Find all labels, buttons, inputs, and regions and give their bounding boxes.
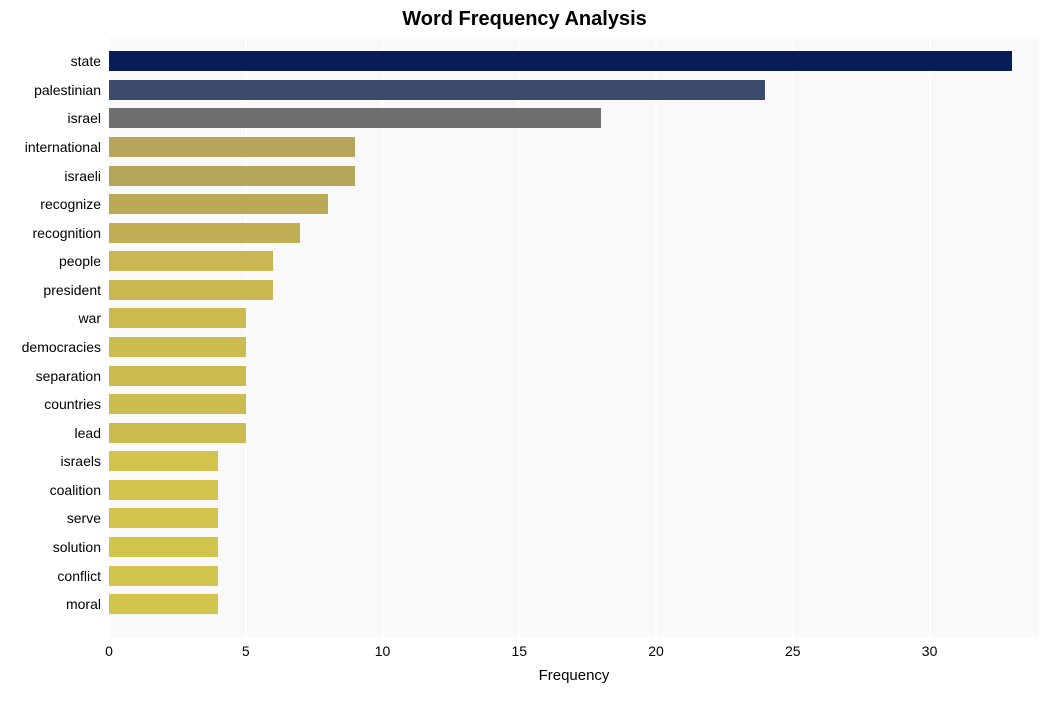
y-tick-label: conflict [57,568,109,584]
bar [109,166,355,186]
grid-line [792,37,794,637]
y-tick-label: democracies [22,339,109,355]
chart-title: Word Frequency Analysis [0,8,1049,31]
bar [109,508,218,528]
word-frequency-chart: Word Frequency Analysis 051015202530stat… [0,0,1049,701]
bar [109,366,246,386]
bar [109,480,218,500]
y-tick-label: israel [68,110,109,126]
bar [109,51,1012,71]
y-tick-label: israels [61,453,109,469]
y-tick-label: international [25,139,109,155]
grid-line [929,37,931,637]
bar [109,194,328,214]
x-tick-label: 30 [922,637,938,659]
bar [109,251,273,271]
bar [109,394,246,414]
y-tick-label: recognition [33,225,110,241]
grid-line [655,37,657,637]
bar [109,337,246,357]
y-tick-label: president [43,282,109,298]
x-tick-label: 0 [105,637,113,659]
y-tick-label: coalition [50,482,109,498]
y-tick-label: countries [44,396,109,412]
y-tick-label: state [71,53,109,69]
x-tick-label: 5 [242,637,250,659]
y-tick-label: separation [36,368,109,384]
bar [109,423,246,443]
bar [109,223,300,243]
y-tick-label: people [59,253,109,269]
bar [109,280,273,300]
x-axis-label: Frequency [539,667,610,684]
x-tick-label: 20 [648,637,664,659]
x-tick-label: 10 [375,637,391,659]
y-tick-label: israeli [64,168,109,184]
y-tick-label: war [78,310,109,326]
x-tick-label: 25 [785,637,801,659]
y-tick-label: lead [75,425,109,441]
bar [109,537,218,557]
bar [109,308,246,328]
bar [109,451,218,471]
bar [109,137,355,157]
y-tick-label: serve [67,510,109,526]
bar [109,80,765,100]
plot-area: 051015202530statepalestinianisraelintern… [109,37,1039,637]
y-tick-label: palestinian [34,82,109,98]
bar [109,108,601,128]
bar [109,594,218,614]
y-tick-label: solution [53,539,109,555]
y-tick-label: recognize [40,196,109,212]
x-tick-label: 15 [511,637,527,659]
bar [109,566,218,586]
y-tick-label: moral [66,596,109,612]
